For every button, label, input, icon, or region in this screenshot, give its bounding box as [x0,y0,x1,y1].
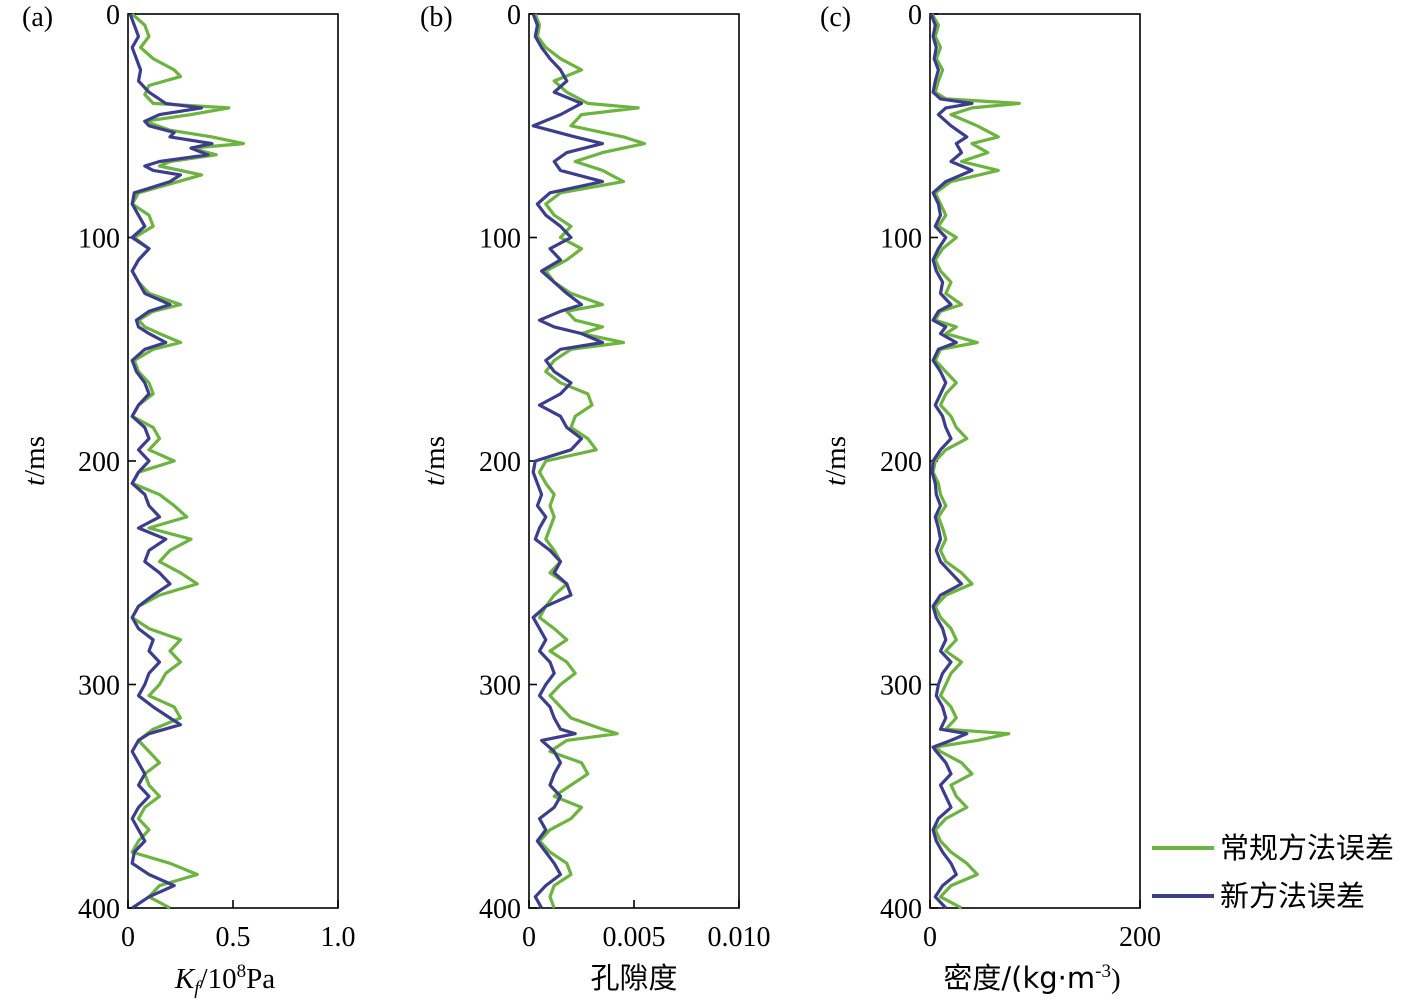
y-tick-label: 100 [78,224,120,255]
x-tick-label: 0 [522,922,536,953]
x-tick-label: 0.010 [708,922,771,953]
x-tick-label: 200 [1119,922,1161,953]
y-tick-label: 400 [880,894,922,925]
panel-a: (a) 0 100 200 300 400 0 0.5 1.0 t/ms Kf/108Pa [19,0,356,999]
y-ticks: 0 100 200 300 400 [78,0,136,925]
y-ticks: 0 100 200 300 400 [880,0,938,925]
x-tick-label: 1.0 [321,922,356,953]
x-ticks: 0 0.5 1.0 [121,900,356,953]
y-tick-label: 400 [78,894,120,925]
series-lines [128,12,246,910]
legend-label-conventional: 常规方法误差 [1220,831,1394,865]
y-axis-label: t/ms [820,436,852,486]
y-tick-label: 0 [908,0,922,31]
y-tick-label: 100 [880,224,922,255]
plot-frame [528,13,740,909]
x-tick-label: 0 [923,922,937,953]
panel-label: (c) [820,2,851,33]
y-tick-label: 200 [880,447,922,478]
panel-label: (b) [420,2,453,33]
y-axis-label: t/ms [19,436,51,486]
x-axis-label: 密度/(kg·m-3) [943,961,1120,995]
series-lines [929,13,1021,910]
series-line-new [128,13,214,910]
plot-frame [127,13,339,909]
y-tick-label: 200 [479,447,521,478]
x-tick-label: 0.5 [216,922,251,953]
x-tick-label: 0.005 [603,922,666,953]
y-tick-label: 100 [479,224,521,255]
y-ticks: 0 100 200 300 400 [479,0,537,925]
y-tick-label: 300 [78,671,120,702]
x-tick-label: 0 [121,922,135,953]
panel-label: (a) [22,2,53,33]
panel-b: (b) 0 100 200 300 400 0 0.005 0.010 t/ms 孔隙度 [419,0,771,995]
series-lines [531,13,647,909]
series-line-new [929,13,974,910]
legend: 常规方法误差 新方法误差 [1152,831,1394,913]
y-tick-label: 300 [479,671,521,702]
x-axis-label: 孔隙度 [590,962,677,995]
x-axis-label: Kf/108Pa [174,961,275,999]
series-line-new [531,13,605,909]
panel-c: (c) 0 100 200 300 400 0 200 t/ms 密度/(kg·m-3) [820,0,1161,995]
x-ticks: 0 200 [923,900,1161,953]
x-ticks: 0 0.005 0.010 [522,900,771,953]
y-tick-label: 400 [479,894,521,925]
y-tick-label: 200 [78,447,120,478]
plot-frame [929,13,1141,909]
series-line-conventional [930,13,1021,910]
legend-label-new: 新方法误差 [1220,879,1365,913]
y-tick-label: 0 [507,0,521,31]
y-tick-label: 0 [106,0,120,31]
y-tick-label: 300 [880,671,922,702]
y-axis-label: t/ms [419,436,451,486]
